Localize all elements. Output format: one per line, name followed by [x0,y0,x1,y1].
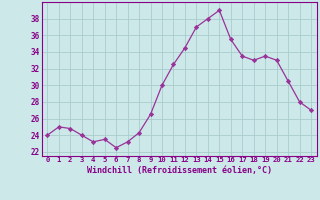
X-axis label: Windchill (Refroidissement éolien,°C): Windchill (Refroidissement éolien,°C) [87,166,272,175]
